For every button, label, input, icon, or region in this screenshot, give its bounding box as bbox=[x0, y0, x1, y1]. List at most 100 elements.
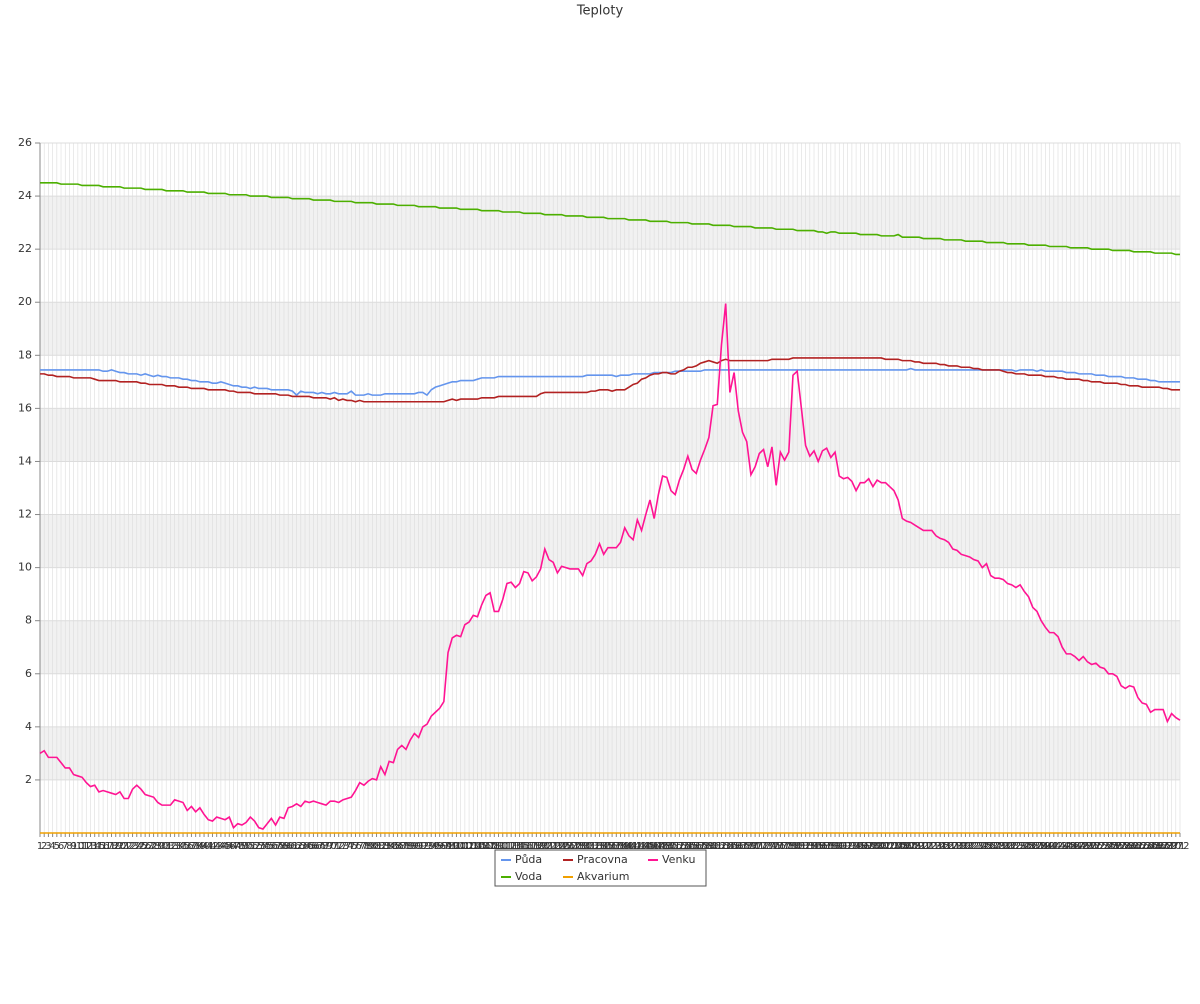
x-tick-label: 74 bbox=[341, 841, 354, 852]
x-tick-label: 241 bbox=[1040, 841, 1059, 852]
x-tick-label: 1 bbox=[37, 841, 43, 852]
x-tick-label: 54 bbox=[257, 841, 270, 852]
x-tick-label: 213 bbox=[922, 841, 941, 852]
x-tick-label: 73 bbox=[337, 841, 350, 852]
x-tick-label: 185 bbox=[804, 841, 823, 852]
x-tick-label: 152 bbox=[666, 841, 685, 852]
x-tick-label: 53 bbox=[252, 841, 265, 852]
x-tick-label: 209 bbox=[905, 841, 924, 852]
x-tick-label: 145 bbox=[636, 841, 655, 852]
x-tick-label: 163 bbox=[712, 841, 731, 852]
x-tick-label: 194 bbox=[842, 841, 861, 852]
x-tick-label: 10 bbox=[71, 841, 84, 852]
x-tick-label: 271 bbox=[1166, 841, 1185, 852]
x-tick-label: 215 bbox=[931, 841, 950, 852]
x-tick-label: 219 bbox=[948, 841, 967, 852]
x-tick-label: 217 bbox=[939, 841, 958, 852]
x-tick-label: 272 bbox=[1170, 841, 1189, 852]
x-tick-label: 36 bbox=[181, 841, 194, 852]
x-tick-label: 4 bbox=[49, 841, 55, 852]
x-tick-label: 143 bbox=[628, 841, 647, 852]
x-tick-label: 200 bbox=[868, 841, 887, 852]
x-tick-label: 71 bbox=[328, 841, 341, 852]
x-tick-label: 76 bbox=[349, 841, 362, 852]
x-tick-label: 162 bbox=[708, 841, 727, 852]
x-tick-label: 103 bbox=[460, 841, 479, 852]
x-tick-label: 89 bbox=[404, 841, 417, 852]
x-tick-label: 176 bbox=[767, 841, 786, 852]
x-tick-label: 122 bbox=[539, 841, 558, 852]
x-tick-label: 110 bbox=[489, 841, 508, 852]
x-tick-label: 3 bbox=[45, 841, 51, 852]
x-tick-label: 180 bbox=[783, 841, 802, 852]
x-tick-label: 166 bbox=[725, 841, 744, 852]
x-tick-label: 83 bbox=[379, 841, 392, 852]
x-tick-label: 31 bbox=[160, 841, 173, 852]
grid-band bbox=[40, 408, 1180, 462]
x-tick-label: 124 bbox=[548, 841, 567, 852]
x-tick-label: 170 bbox=[741, 841, 760, 852]
x-tick-label: 65 bbox=[303, 841, 316, 852]
x-tick-label: 126 bbox=[556, 841, 575, 852]
x-tick-label: 39 bbox=[193, 841, 206, 852]
x-tick-label: 12 bbox=[80, 841, 93, 852]
x-tick-label: 208 bbox=[901, 841, 920, 852]
x-tick-label: 127 bbox=[560, 841, 579, 852]
x-tick-label: 266 bbox=[1145, 841, 1164, 852]
x-tick-label: 212 bbox=[918, 841, 937, 852]
x-tick-label: 210 bbox=[910, 841, 929, 852]
x-tick-label: 125 bbox=[552, 841, 571, 852]
y-tick-label: 14 bbox=[18, 454, 32, 467]
x-tick-label: 148 bbox=[649, 841, 668, 852]
x-tick-label: 218 bbox=[943, 841, 962, 852]
x-tick-label: 142 bbox=[624, 841, 643, 852]
x-tick-label: 20 bbox=[114, 841, 127, 852]
x-tick-label: 45 bbox=[219, 841, 232, 852]
x-tick-label: 49 bbox=[236, 841, 249, 852]
x-tick-label: 50 bbox=[240, 841, 253, 852]
x-tick-label: 234 bbox=[1011, 841, 1030, 852]
x-tick-label: 34 bbox=[172, 841, 185, 852]
x-tick-label: 141 bbox=[619, 841, 638, 852]
x-tick-label: 224 bbox=[969, 841, 988, 852]
x-tick-label: 75 bbox=[345, 841, 358, 852]
x-tick-label: 179 bbox=[779, 841, 798, 852]
x-tick-label: 169 bbox=[737, 841, 756, 852]
x-tick-label: 202 bbox=[876, 841, 895, 852]
x-tick-label: 229 bbox=[990, 841, 1009, 852]
x-tick-label: 58 bbox=[273, 841, 286, 852]
x-tick-label: 24 bbox=[130, 841, 143, 852]
x-tick-label: 167 bbox=[729, 841, 748, 852]
x-tick-label: 63 bbox=[294, 841, 307, 852]
x-tick-label: 82 bbox=[374, 841, 387, 852]
x-tick-label: 149 bbox=[653, 841, 672, 852]
x-tick-label: 190 bbox=[826, 841, 845, 852]
x-tick-label: 146 bbox=[640, 841, 659, 852]
x-tick-label: 51 bbox=[244, 841, 257, 852]
x-tick-label: 14 bbox=[88, 841, 101, 852]
x-tick-label: 29 bbox=[151, 841, 164, 852]
x-tick-label: 156 bbox=[682, 841, 701, 852]
x-tick-label: 118 bbox=[523, 841, 542, 852]
x-tick-label: 25 bbox=[135, 841, 148, 852]
x-tick-label: 64 bbox=[299, 841, 312, 852]
x-tick-label: 254 bbox=[1095, 841, 1114, 852]
x-tick-label: 129 bbox=[569, 841, 588, 852]
x-tick-label: 211 bbox=[914, 841, 933, 852]
x-tick-label: 151 bbox=[661, 841, 680, 852]
x-tick-label: 114 bbox=[506, 841, 525, 852]
x-tick-label: 108 bbox=[481, 841, 500, 852]
x-tick-label: 191 bbox=[830, 841, 849, 852]
x-tick-label: 97 bbox=[437, 841, 450, 852]
x-tick-label: 235 bbox=[1015, 841, 1034, 852]
x-tick-label: 175 bbox=[762, 841, 781, 852]
x-tick-label: 104 bbox=[464, 841, 483, 852]
series-line bbox=[40, 357, 1180, 403]
x-tick-label: 81 bbox=[370, 841, 383, 852]
x-tick-label: 228 bbox=[985, 841, 1004, 852]
x-tick-label: 174 bbox=[758, 841, 777, 852]
x-tick-label: 252 bbox=[1086, 841, 1105, 852]
x-tick-label: 256 bbox=[1103, 841, 1122, 852]
x-tick-label: 189 bbox=[821, 841, 840, 852]
legend-label: Pracovna bbox=[577, 853, 628, 866]
